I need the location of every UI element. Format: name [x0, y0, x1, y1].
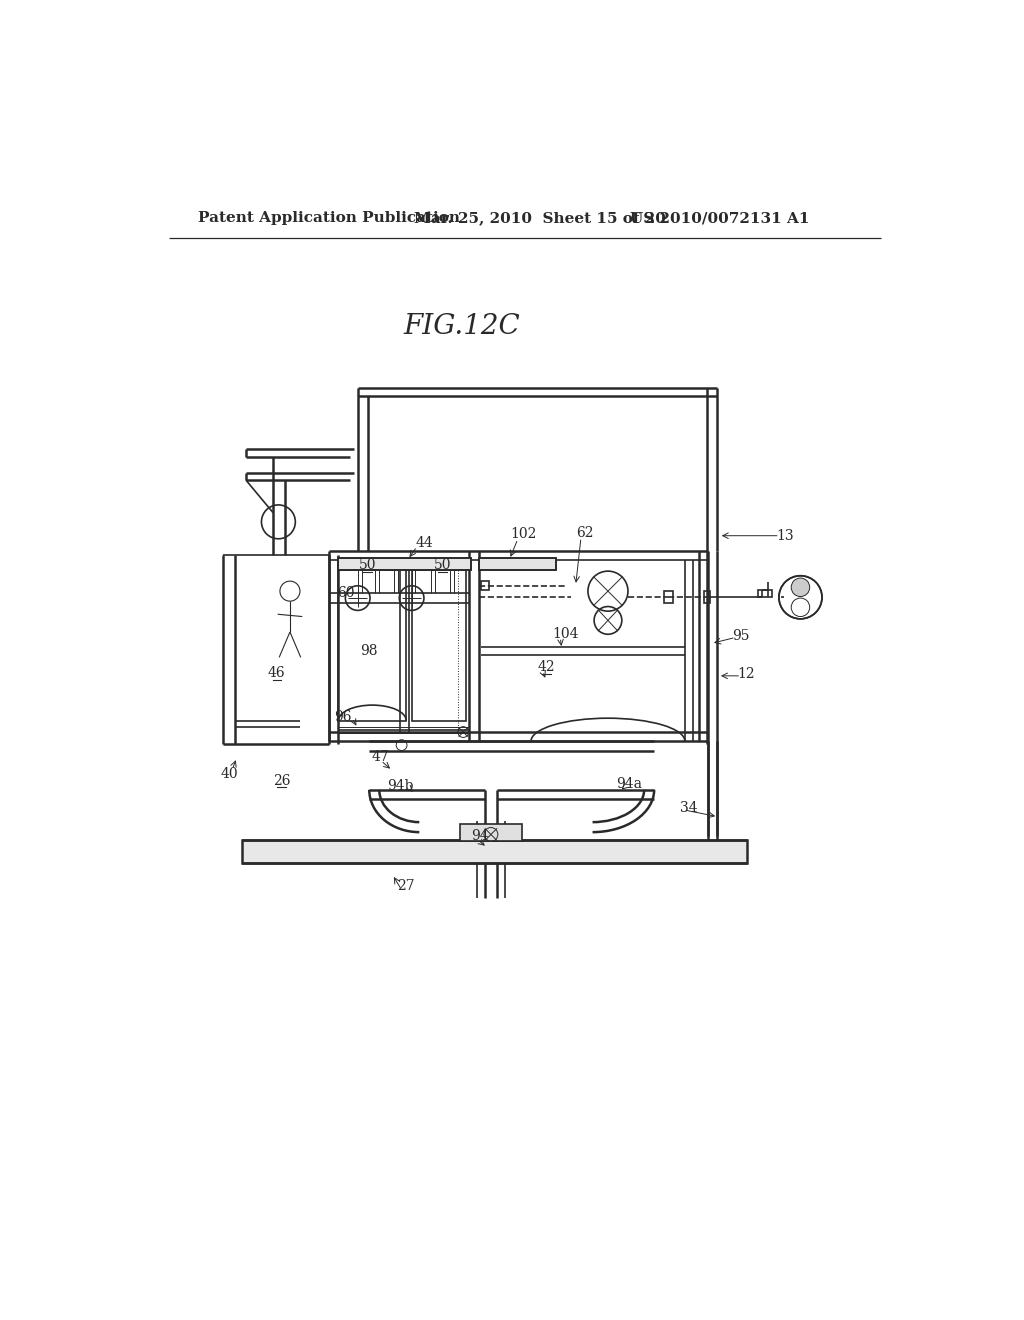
Text: 50: 50 [433, 558, 452, 572]
Text: 26: 26 [272, 774, 290, 788]
Text: 94a: 94a [616, 776, 642, 791]
Text: 102: 102 [510, 527, 537, 541]
Text: US 2010/0072131 A1: US 2010/0072131 A1 [630, 211, 809, 226]
Bar [412, 570, 466, 721]
Text: 62: 62 [577, 527, 594, 540]
Bar [339, 558, 471, 570]
Text: 94: 94 [471, 829, 488, 843]
Circle shape [792, 578, 810, 597]
Text: FIG.12C: FIG.12C [403, 313, 520, 339]
Text: 27: 27 [397, 879, 415, 894]
Text: 104: 104 [552, 627, 579, 642]
Text: 12: 12 [737, 668, 756, 681]
Text: 47: 47 [372, 751, 390, 764]
Text: 94b: 94b [387, 779, 414, 793]
Bar [665, 591, 674, 603]
Text: 60: 60 [338, 586, 355, 601]
Text: 46: 46 [268, 665, 286, 680]
Bar [758, 590, 772, 597]
Text: 34: 34 [680, 800, 697, 814]
Text: 42: 42 [538, 660, 555, 673]
Bar [705, 591, 711, 603]
Bar [339, 570, 407, 721]
Text: 96: 96 [334, 710, 352, 723]
Text: Patent Application Publication: Patent Application Publication [199, 211, 461, 226]
Bar [339, 558, 471, 570]
Text: 50: 50 [359, 558, 377, 572]
Text: Mar. 25, 2010  Sheet 15 of 20: Mar. 25, 2010 Sheet 15 of 20 [414, 211, 666, 226]
Text: 13: 13 [776, 529, 794, 543]
Text: 95: 95 [732, 628, 750, 643]
Text: 98: 98 [360, 644, 378, 659]
Bar [460, 825, 521, 841]
Bar [481, 581, 488, 590]
Bar [339, 726, 469, 733]
Text: 44: 44 [416, 536, 433, 550]
Bar [243, 840, 746, 863]
Bar [478, 558, 556, 570]
Text: 40: 40 [220, 767, 238, 781]
Bar [478, 558, 556, 570]
